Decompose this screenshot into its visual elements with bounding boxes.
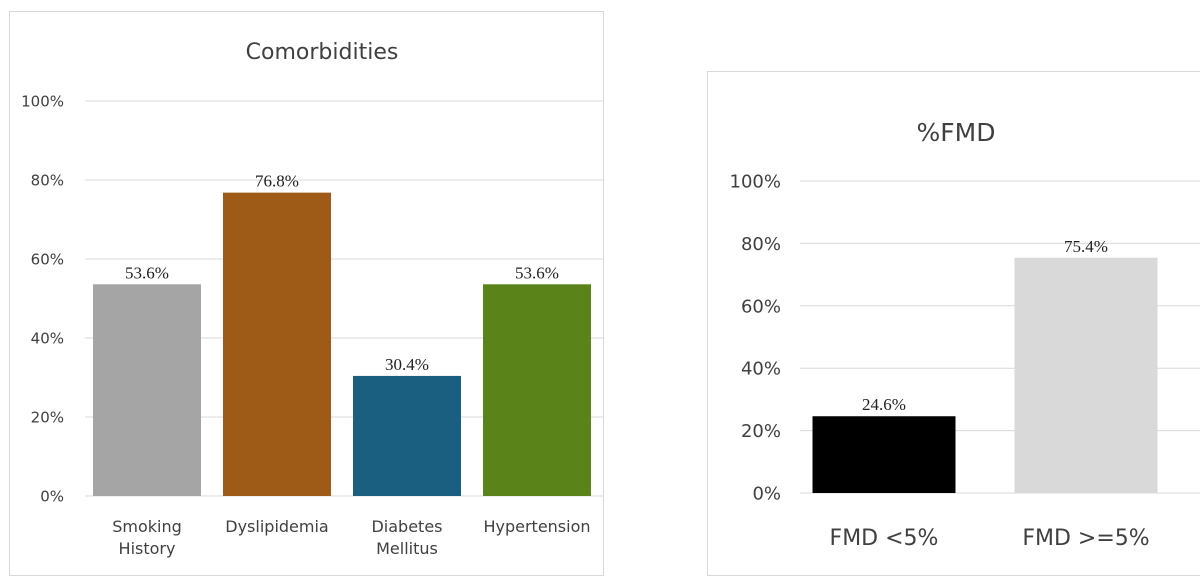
fmd-y-tick-label: 0% bbox=[752, 483, 781, 504]
fmd-x-tick-label: FMD <5% bbox=[830, 526, 939, 551]
fmd-y-tick-label: 20% bbox=[741, 421, 781, 442]
fmd-bar bbox=[812, 416, 956, 493]
comorbidities-x-tick-label: Hypertension bbox=[483, 517, 590, 536]
comorbidities-bar bbox=[483, 284, 591, 496]
comorbidities-bar bbox=[353, 375, 461, 496]
comorbidities-y-tick-label: 40% bbox=[31, 329, 64, 347]
comorbidities-bar bbox=[223, 192, 331, 496]
comorbidities-y-tick-label: 0% bbox=[40, 487, 64, 505]
fmd-y-tick-label: 100% bbox=[730, 171, 781, 192]
comorbidities-data-label: 76.8% bbox=[255, 172, 299, 191]
comorbidities-x-tick-label: History bbox=[119, 539, 176, 558]
comorbidities-y-tick-label: 20% bbox=[31, 408, 64, 426]
comorbidities-x-tick-label: Diabetes bbox=[371, 517, 442, 536]
fmd-y-tick-label: 40% bbox=[741, 359, 781, 380]
comorbidities-x-tick-label: Smoking bbox=[112, 517, 182, 536]
fmd-x-tick-label: FMD >=5% bbox=[1022, 526, 1149, 551]
comorbidities-data-label: 53.6% bbox=[125, 263, 169, 282]
comorbidities-y-tick-label: 80% bbox=[31, 171, 64, 189]
comorbidities-chart-title: Comorbidities bbox=[246, 40, 399, 65]
fmd-chart-title: %FMD bbox=[917, 118, 996, 147]
comorbidities-y-tick-label: 60% bbox=[31, 250, 64, 268]
fmd-bar bbox=[1014, 257, 1158, 493]
fmd-data-label: 75.4% bbox=[1064, 237, 1108, 256]
comorbidities-x-tick-label: Dyslipidemia bbox=[225, 517, 328, 536]
comorbidities-bar bbox=[93, 284, 201, 496]
comorbidities-y-tick-label: 100% bbox=[21, 92, 64, 110]
fmd-y-tick-label: 60% bbox=[741, 296, 781, 317]
comorbidities-data-label: 53.6% bbox=[515, 263, 559, 282]
comorbidities-x-tick-label: Mellitus bbox=[376, 539, 438, 558]
fmd-data-label: 24.6% bbox=[862, 395, 906, 414]
comorbidities-data-label: 30.4% bbox=[385, 355, 429, 374]
fmd-y-tick-label: 80% bbox=[741, 234, 781, 255]
